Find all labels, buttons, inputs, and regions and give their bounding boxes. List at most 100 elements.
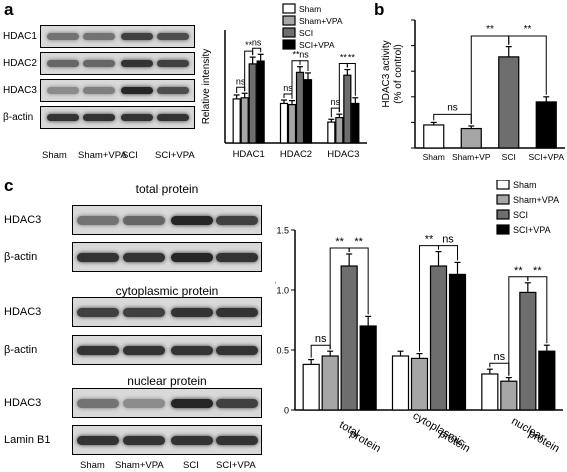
blot-a-row-3-band-3 [121,87,153,95]
panel-b-letter: b [374,0,385,19]
significance-label: ns [447,102,458,113]
blot-c-row [72,205,262,235]
bar-sham-cytoplasmic-protein [391,355,410,411]
significance-label: ns [315,333,327,345]
blot-c-row-label: HDAC3 [4,397,42,409]
blot-c-row-band-3 [171,345,213,355]
blot-c-row [72,335,262,365]
bar-sham-vpa-hdac3 [335,116,344,144]
blot-c-row-band-4 [216,215,258,225]
chart-c: 00.51.01.5Relative intensityns****totalp… [275,180,563,455]
blot-c-row-band-3 [171,215,213,225]
significance-bracket [252,47,262,56]
bar-sci-hdac2 [295,71,305,144]
legend-label: SCI+VPA [299,40,335,50]
y-axis-label: HDAC3 activity [381,40,392,107]
significance-label: ** [292,50,300,60]
y-tick-label: 1.5 [276,226,289,236]
bar-sci-vpa-hdac3 [351,102,360,144]
y-tick-label: 0 [284,406,289,416]
blot-c-row [72,242,262,272]
significance-label: ** [245,40,253,50]
significance-label: ** [340,53,348,63]
legend-swatch [282,3,296,14]
blot-c-row-band-3 [171,252,213,262]
significance-label: ns [494,351,506,363]
blot-c-row-band-1 [77,345,119,355]
blot-c-row-band-3 [171,398,213,408]
panel-a-letter: a [4,0,14,19]
blot-c-row-band-1 [77,307,119,317]
category-label: HDAC3 [327,149,359,160]
bar-sham-vp [460,127,482,149]
blot-c-row-label: Lamin B1 [4,434,51,446]
significance-bracket [283,93,293,99]
bar-sham-hdac1 [232,98,241,144]
blot-a-row-label: HDAC2 [3,58,37,69]
blot-c-section-title: nuclear protein [127,374,207,388]
significance-label: ** [524,24,532,35]
bar-sci-vpa-nuclear-protein [538,350,556,411]
significance-label: ns [331,97,341,107]
bar-sci-hdac1 [248,63,257,144]
blot-a-row-2-band-4 [157,60,189,68]
blot-a-row-2-band-1 [47,60,79,68]
bar-sham-vpa-hdac1 [240,97,249,144]
blot-c-row-label: β-actin [4,251,38,263]
chart-b: HDAC3 activity (% of control) Sham Sham+VP S… [381,19,565,162]
y-tick-label: 1.0 [276,286,289,296]
blot-c-row-band-3 [171,307,213,317]
y-axis-label: Relative intensity [275,278,276,362]
significance-bracket [508,35,547,95]
legend-label: SCI [299,28,313,38]
category-label: Sham+VP [452,152,491,162]
blot-a-row-2-band-2 [83,60,115,68]
blot-a-row-1-band-4 [157,33,189,41]
legend-label: Sham [299,4,321,14]
blot-c-lane-label: SCI+VPA [216,460,256,471]
blot-a-lane-label: SCI [122,150,138,161]
significance-label: ns [252,37,262,47]
blot-c-row-band-2 [123,215,165,225]
blot-a-row-2-band-3 [121,60,153,68]
bar-sham [423,124,445,149]
bar-sci-hdac3 [343,74,352,144]
western-blot-panel-c: total protein HDAC3 β-actin cytoplasmic pro… [0,180,275,472]
blot-a-row-4 [40,106,195,129]
blot-c-row-band-4 [216,435,258,445]
blot-c-row-band-4 [216,307,258,317]
significance-label: ns [283,83,293,93]
significance-label: ** [335,236,344,248]
y-tick-label: 0.5 [276,346,289,356]
bar-sci-cytoplasmic-protein [429,265,448,411]
blot-c-row [72,388,262,418]
significance-bracket [299,60,309,71]
legend-swatch [282,27,296,38]
blot-a-row-1-band-2 [83,33,115,41]
legend-swatch [496,180,510,190]
bar-sci-vpa-total-protein [359,325,377,411]
bar-sham-vpa-hdac2 [287,103,297,144]
category-label: Sham [423,152,445,162]
bar-sci-vpa-hdac1 [256,60,265,144]
significance-bracket [433,113,472,124]
blot-c-row-band-2 [123,398,165,408]
significance-bracket [438,245,458,261]
blot-a-row-1 [40,25,195,48]
legend-label: Sham+VPA [299,16,343,26]
blot-c-row-band-2 [123,252,165,262]
blot-a-row-label: HDAC3 [3,85,37,96]
blot-a-row-4-band-1 [47,114,79,122]
panel-c-letter: c [4,176,14,195]
legend-label: SCI [513,210,528,220]
blot-c-row-band-2 [123,345,165,355]
bar-sham-nuclear-protein [481,373,499,411]
significance-bracket [346,63,356,96]
blot-a-row-3-band-4 [157,87,189,95]
blot-c-section-title: cytoplasmic protein [115,284,219,298]
blot-a-row-label: HDAC1 [3,31,37,42]
bar-sham-hdac2 [279,102,289,144]
significance-label: ns [299,50,309,60]
blot-c-lane-label: Sham [80,460,105,471]
